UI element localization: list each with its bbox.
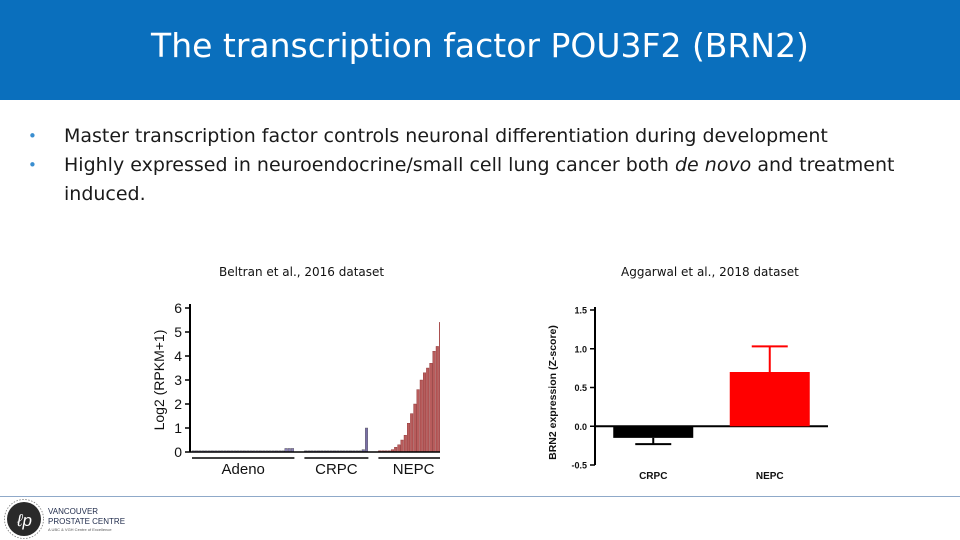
bullet-list: • Master transcription factor controls n… xyxy=(28,122,928,209)
beltran-bar-chart: 0 1 2 3 4 5 6 Log2 (RPKM+1) Adeno CRPC NEPC xyxy=(151,300,440,478)
x-group-label: Adeno xyxy=(222,461,265,478)
x-category-label: NEPC xyxy=(756,471,784,482)
x-group-label: NEPC xyxy=(393,461,435,478)
bullet-dot-icon: • xyxy=(28,127,37,145)
bullet-item: • Master transcription factor controls n… xyxy=(28,122,928,151)
bullet-item: • Highly expressed in neuroendocrine/sma… xyxy=(28,151,928,209)
x-category-label: CRPC xyxy=(639,471,667,482)
chart-caption-aggarwal: Aggarwal et al., 2018 dataset xyxy=(621,265,799,279)
logo-emblem-ring xyxy=(4,499,44,539)
bullet-text-italic: de novo xyxy=(674,154,752,176)
y-tick-label: 6 xyxy=(174,300,182,316)
y-tick-label: 5 xyxy=(174,324,182,340)
data-bar xyxy=(613,426,694,438)
y-tick-label: 1.0 xyxy=(574,344,587,354)
y-tick-label: 0 xyxy=(174,444,182,460)
x-group-label: CRPC xyxy=(315,461,358,478)
data-bar xyxy=(435,346,439,453)
logo-line1: VANCOUVER xyxy=(48,507,98,516)
bullet-text: and treatment induced. xyxy=(64,154,895,205)
y-tick-label: -0.5 xyxy=(571,461,587,471)
vancouver-prostate-centre-logo: ℓp VANCOUVER PROSTATE CENTRE A UBC & VGH… xyxy=(4,499,125,539)
data-bar xyxy=(407,422,411,453)
data-bar xyxy=(413,403,417,453)
data-bar xyxy=(364,427,368,453)
data-bar xyxy=(423,372,427,453)
y-tick-label: 4 xyxy=(174,348,182,364)
logo-emblem xyxy=(7,502,41,536)
aggarwal-bar-chart: -0.5 0.0 0.5 1.0 1.5 BRN2 expression (Z-score… xyxy=(547,306,828,482)
data-bar xyxy=(439,322,440,453)
y-tick-label: 0.5 xyxy=(574,383,587,393)
y-tick-label: 3 xyxy=(174,372,182,388)
chart-caption-beltran: Beltran et al., 2016 dataset xyxy=(219,265,385,279)
y-tick-label: 1 xyxy=(174,420,182,436)
y-tick-label: 0.0 xyxy=(574,422,587,432)
title-bar: The transcription factor POU3F2 (BRN2) xyxy=(0,0,960,100)
data-bar xyxy=(403,434,407,453)
footer-divider xyxy=(0,496,960,497)
y-axis-label: Log2 (RPKM+1) xyxy=(151,330,167,431)
bullet-text: Highly expressed in neuroendocrine/small… xyxy=(64,154,675,176)
y-tick-label: 1.5 xyxy=(574,306,587,316)
data-bar xyxy=(429,362,433,453)
data-bar xyxy=(400,439,404,453)
logo-tagline: A UBC & VGH Centre of Excellence xyxy=(48,527,112,532)
data-bar xyxy=(397,444,401,453)
logo-monogram-icon: ℓp xyxy=(16,511,32,530)
bullet-text: Master transcription factor controls neu… xyxy=(64,125,828,147)
data-bar xyxy=(426,367,430,453)
data-bar xyxy=(410,413,414,453)
y-tick-label: 2 xyxy=(174,396,182,412)
bullet-dot-icon: • xyxy=(28,156,37,174)
data-bar xyxy=(419,379,423,453)
logo-line2: PROSTATE CENTRE xyxy=(48,517,125,526)
data-bar xyxy=(416,389,420,453)
y-axis-label: BRN2 expression (Z-score) xyxy=(547,325,559,460)
data-bar xyxy=(729,372,810,427)
slide-title: The transcription factor POU3F2 (BRN2) xyxy=(151,26,809,65)
data-bar xyxy=(432,351,436,453)
